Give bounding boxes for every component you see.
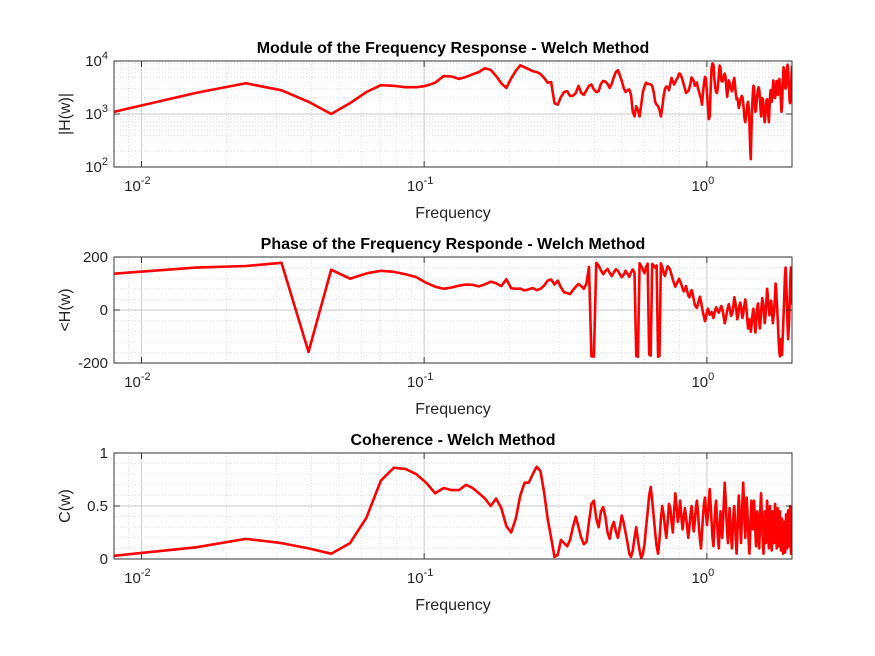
chart-title: Module of the Frequency Response - Welch… xyxy=(257,40,650,57)
chart-title: Phase of the Frequency Responde - Welch … xyxy=(261,236,646,253)
x-tick-base: 10 xyxy=(124,178,141,195)
x-tick-base: 10 xyxy=(124,570,141,587)
y-tick-exponent: 2 xyxy=(102,156,108,168)
series-line xyxy=(114,465,792,559)
y-tick-label: 1 xyxy=(100,445,108,462)
x-tick-label: 10-2 xyxy=(124,175,150,195)
x-tick-exponent: -2 xyxy=(141,175,151,187)
x-tick-label: 100 xyxy=(691,175,714,195)
x-tick-label: 100 xyxy=(691,371,714,391)
x-tick-base: 10 xyxy=(407,374,424,391)
y-tick-exponent: 3 xyxy=(102,103,108,115)
x-tick-exponent: -1 xyxy=(424,567,434,579)
y-tick-exponent: 4 xyxy=(102,50,108,62)
x-tick-base: 10 xyxy=(691,374,708,391)
x-tick-base: 10 xyxy=(407,178,424,195)
y-tick-base: 10 xyxy=(85,159,102,176)
series-line xyxy=(114,62,792,161)
y-tick-label: 104 xyxy=(85,50,108,70)
y-axis-label: C(w) xyxy=(57,489,74,523)
series-line xyxy=(114,261,792,358)
y-tick-label: 103 xyxy=(85,103,108,123)
x-tick-exponent: -1 xyxy=(424,175,434,187)
y-tick-label: 0 xyxy=(100,302,108,319)
x-tick-exponent: 0 xyxy=(708,371,714,383)
x-tick-exponent: -2 xyxy=(141,371,151,383)
x-tick-exponent: -1 xyxy=(424,371,434,383)
y-tick-label: 102 xyxy=(85,156,108,176)
y-tick-label: 0 xyxy=(100,551,108,568)
y-tick-base: 10 xyxy=(85,53,102,70)
y-tick-base: 10 xyxy=(85,106,102,123)
y-tick-label: 200 xyxy=(83,249,108,266)
chart-title: Coherence - Welch Method xyxy=(350,432,555,449)
x-tick-label: 10-1 xyxy=(407,371,433,391)
x-tick-label: 10-2 xyxy=(124,567,150,587)
x-tick-label: 10-2 xyxy=(124,371,150,391)
x-tick-exponent: 0 xyxy=(708,567,714,579)
x-tick-label: 10-1 xyxy=(407,175,433,195)
y-tick-label: -200 xyxy=(78,355,108,372)
x-tick-exponent: 0 xyxy=(708,175,714,187)
x-tick-base: 10 xyxy=(691,570,708,587)
y-tick-label: 0.5 xyxy=(87,498,108,515)
x-axis-label: Frequency xyxy=(415,401,491,418)
x-tick-base: 10 xyxy=(407,570,424,587)
x-tick-exponent: -2 xyxy=(141,567,151,579)
x-tick-base: 10 xyxy=(691,178,708,195)
x-axis-label: Frequency xyxy=(415,597,491,614)
x-axis-label: Frequency xyxy=(415,205,491,222)
y-axis-label: |H(w)| xyxy=(57,93,74,135)
y-axis-label: <H(w) xyxy=(57,288,74,331)
x-tick-base: 10 xyxy=(124,374,141,391)
x-tick-label: 100 xyxy=(691,567,714,587)
x-tick-label: 10-1 xyxy=(407,567,433,587)
